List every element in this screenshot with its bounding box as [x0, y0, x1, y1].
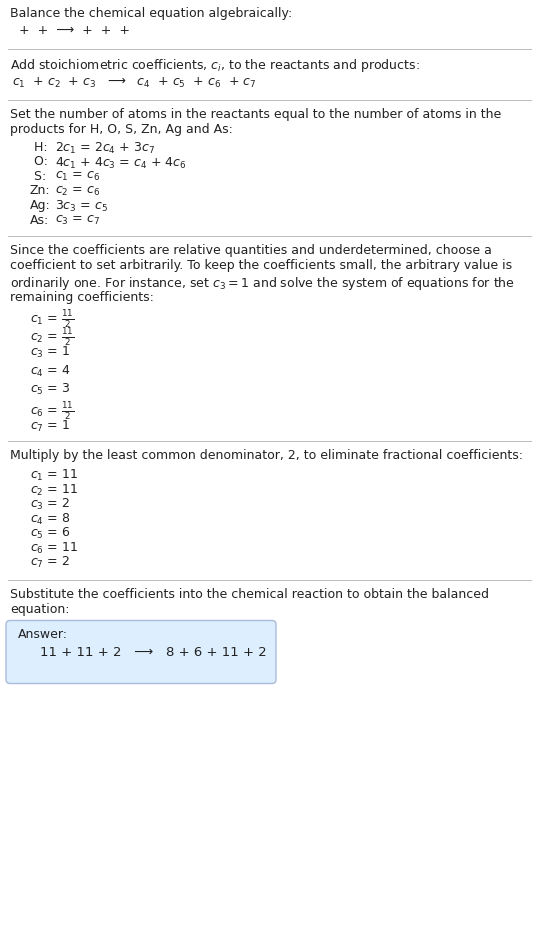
Text: equation:: equation:	[10, 603, 70, 616]
Text: As:: As:	[30, 214, 49, 226]
Text: H:: H:	[30, 141, 47, 154]
FancyBboxPatch shape	[6, 621, 276, 684]
Text: remaining coefficients:: remaining coefficients:	[10, 290, 154, 304]
Text: $c_1$ = $c_6$: $c_1$ = $c_6$	[55, 170, 100, 184]
Text: $c_1$ = 11: $c_1$ = 11	[30, 468, 78, 483]
Text: $c_2$ = $\frac{11}{2}$: $c_2$ = $\frac{11}{2}$	[30, 326, 74, 348]
Text: Ag:: Ag:	[30, 199, 51, 212]
Text: $c_2$ = $c_6$: $c_2$ = $c_6$	[55, 184, 100, 198]
Text: coefficient to set arbitrarily. To keep the coefficients small, the arbitrary va: coefficient to set arbitrarily. To keep …	[10, 259, 512, 272]
Text: $c_4$ = 8: $c_4$ = 8	[30, 512, 70, 527]
Text: $c_2$ = 11: $c_2$ = 11	[30, 482, 78, 498]
Text: 2$c_1$ = 2$c_4$ + 3$c_7$: 2$c_1$ = 2$c_4$ + 3$c_7$	[55, 141, 155, 156]
Text: S:: S:	[30, 170, 46, 183]
Text: O:: O:	[30, 155, 48, 168]
Text: Set the number of atoms in the reactants equal to the number of atoms in the: Set the number of atoms in the reactants…	[10, 108, 501, 121]
Text: $c_6$ = $\frac{11}{2}$: $c_6$ = $\frac{11}{2}$	[30, 400, 74, 423]
Text: $c_1$ = $\frac{11}{2}$: $c_1$ = $\frac{11}{2}$	[30, 308, 74, 330]
Text: +  +  ⟶  +  +  +: + + ⟶ + + +	[15, 25, 134, 38]
Text: $c_3$ = $c_7$: $c_3$ = $c_7$	[55, 214, 100, 227]
Text: Substitute the coefficients into the chemical reaction to obtain the balanced: Substitute the coefficients into the che…	[10, 587, 489, 601]
Text: $c_5$ = 6: $c_5$ = 6	[30, 526, 70, 541]
Text: ordinarily one. For instance, set $c_3 = 1$ and solve the system of equations fo: ordinarily one. For instance, set $c_3 =…	[10, 275, 515, 292]
Text: $c_6$ = 11: $c_6$ = 11	[30, 540, 78, 555]
Text: Multiply by the least common denominator, 2, to eliminate fractional coefficient: Multiply by the least common denominator…	[10, 449, 523, 463]
Text: $c_7$ = 2: $c_7$ = 2	[30, 555, 70, 570]
Text: $c_4$ = 4: $c_4$ = 4	[30, 363, 71, 378]
Text: $c_7$ = 1: $c_7$ = 1	[30, 419, 70, 434]
Text: $c_5$ = 3: $c_5$ = 3	[30, 382, 70, 397]
Text: 4$c_1$ + 4$c_3$ = $c_4$ + 4$c_6$: 4$c_1$ + 4$c_3$ = $c_4$ + 4$c_6$	[55, 155, 186, 170]
Text: products for H, O, S, Zn, Ag and As:: products for H, O, S, Zn, Ag and As:	[10, 124, 233, 136]
Text: 3$c_3$ = $c_5$: 3$c_3$ = $c_5$	[55, 199, 108, 214]
Text: Since the coefficients are relative quantities and underdetermined, choose a: Since the coefficients are relative quan…	[10, 244, 492, 257]
Text: $c_3$ = 1: $c_3$ = 1	[30, 345, 70, 360]
Text: $c_3$ = 2: $c_3$ = 2	[30, 497, 70, 512]
Text: $c_1$  + $c_2$  + $c_3$   ⟶   $c_4$  + $c_5$  + $c_6$  + $c_7$: $c_1$ + $c_2$ + $c_3$ ⟶ $c_4$ + $c_5$ + …	[12, 76, 256, 90]
Text: Balance the chemical equation algebraically:: Balance the chemical equation algebraica…	[10, 7, 292, 20]
Text: Add stoichiometric coefficients, $c_i$, to the reactants and products:: Add stoichiometric coefficients, $c_i$, …	[10, 57, 420, 74]
Text: Answer:: Answer:	[18, 628, 68, 641]
Text: 11 + 11 + 2   ⟶   8 + 6 + 11 + 2: 11 + 11 + 2 ⟶ 8 + 6 + 11 + 2	[40, 646, 267, 659]
Text: Zn:: Zn:	[30, 184, 51, 198]
